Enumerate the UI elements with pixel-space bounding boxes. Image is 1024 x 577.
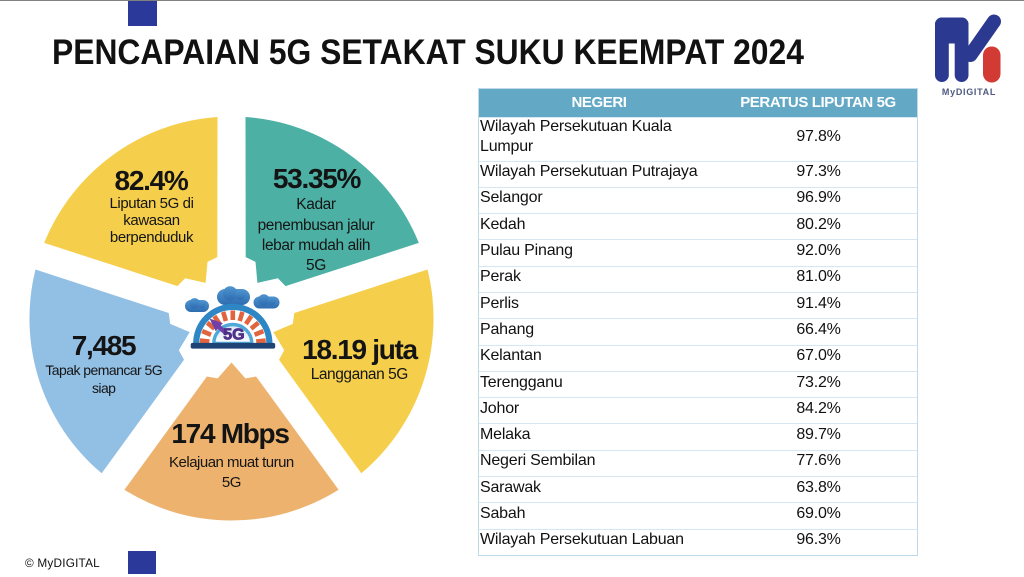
svg-text:5G: 5G (223, 327, 244, 344)
